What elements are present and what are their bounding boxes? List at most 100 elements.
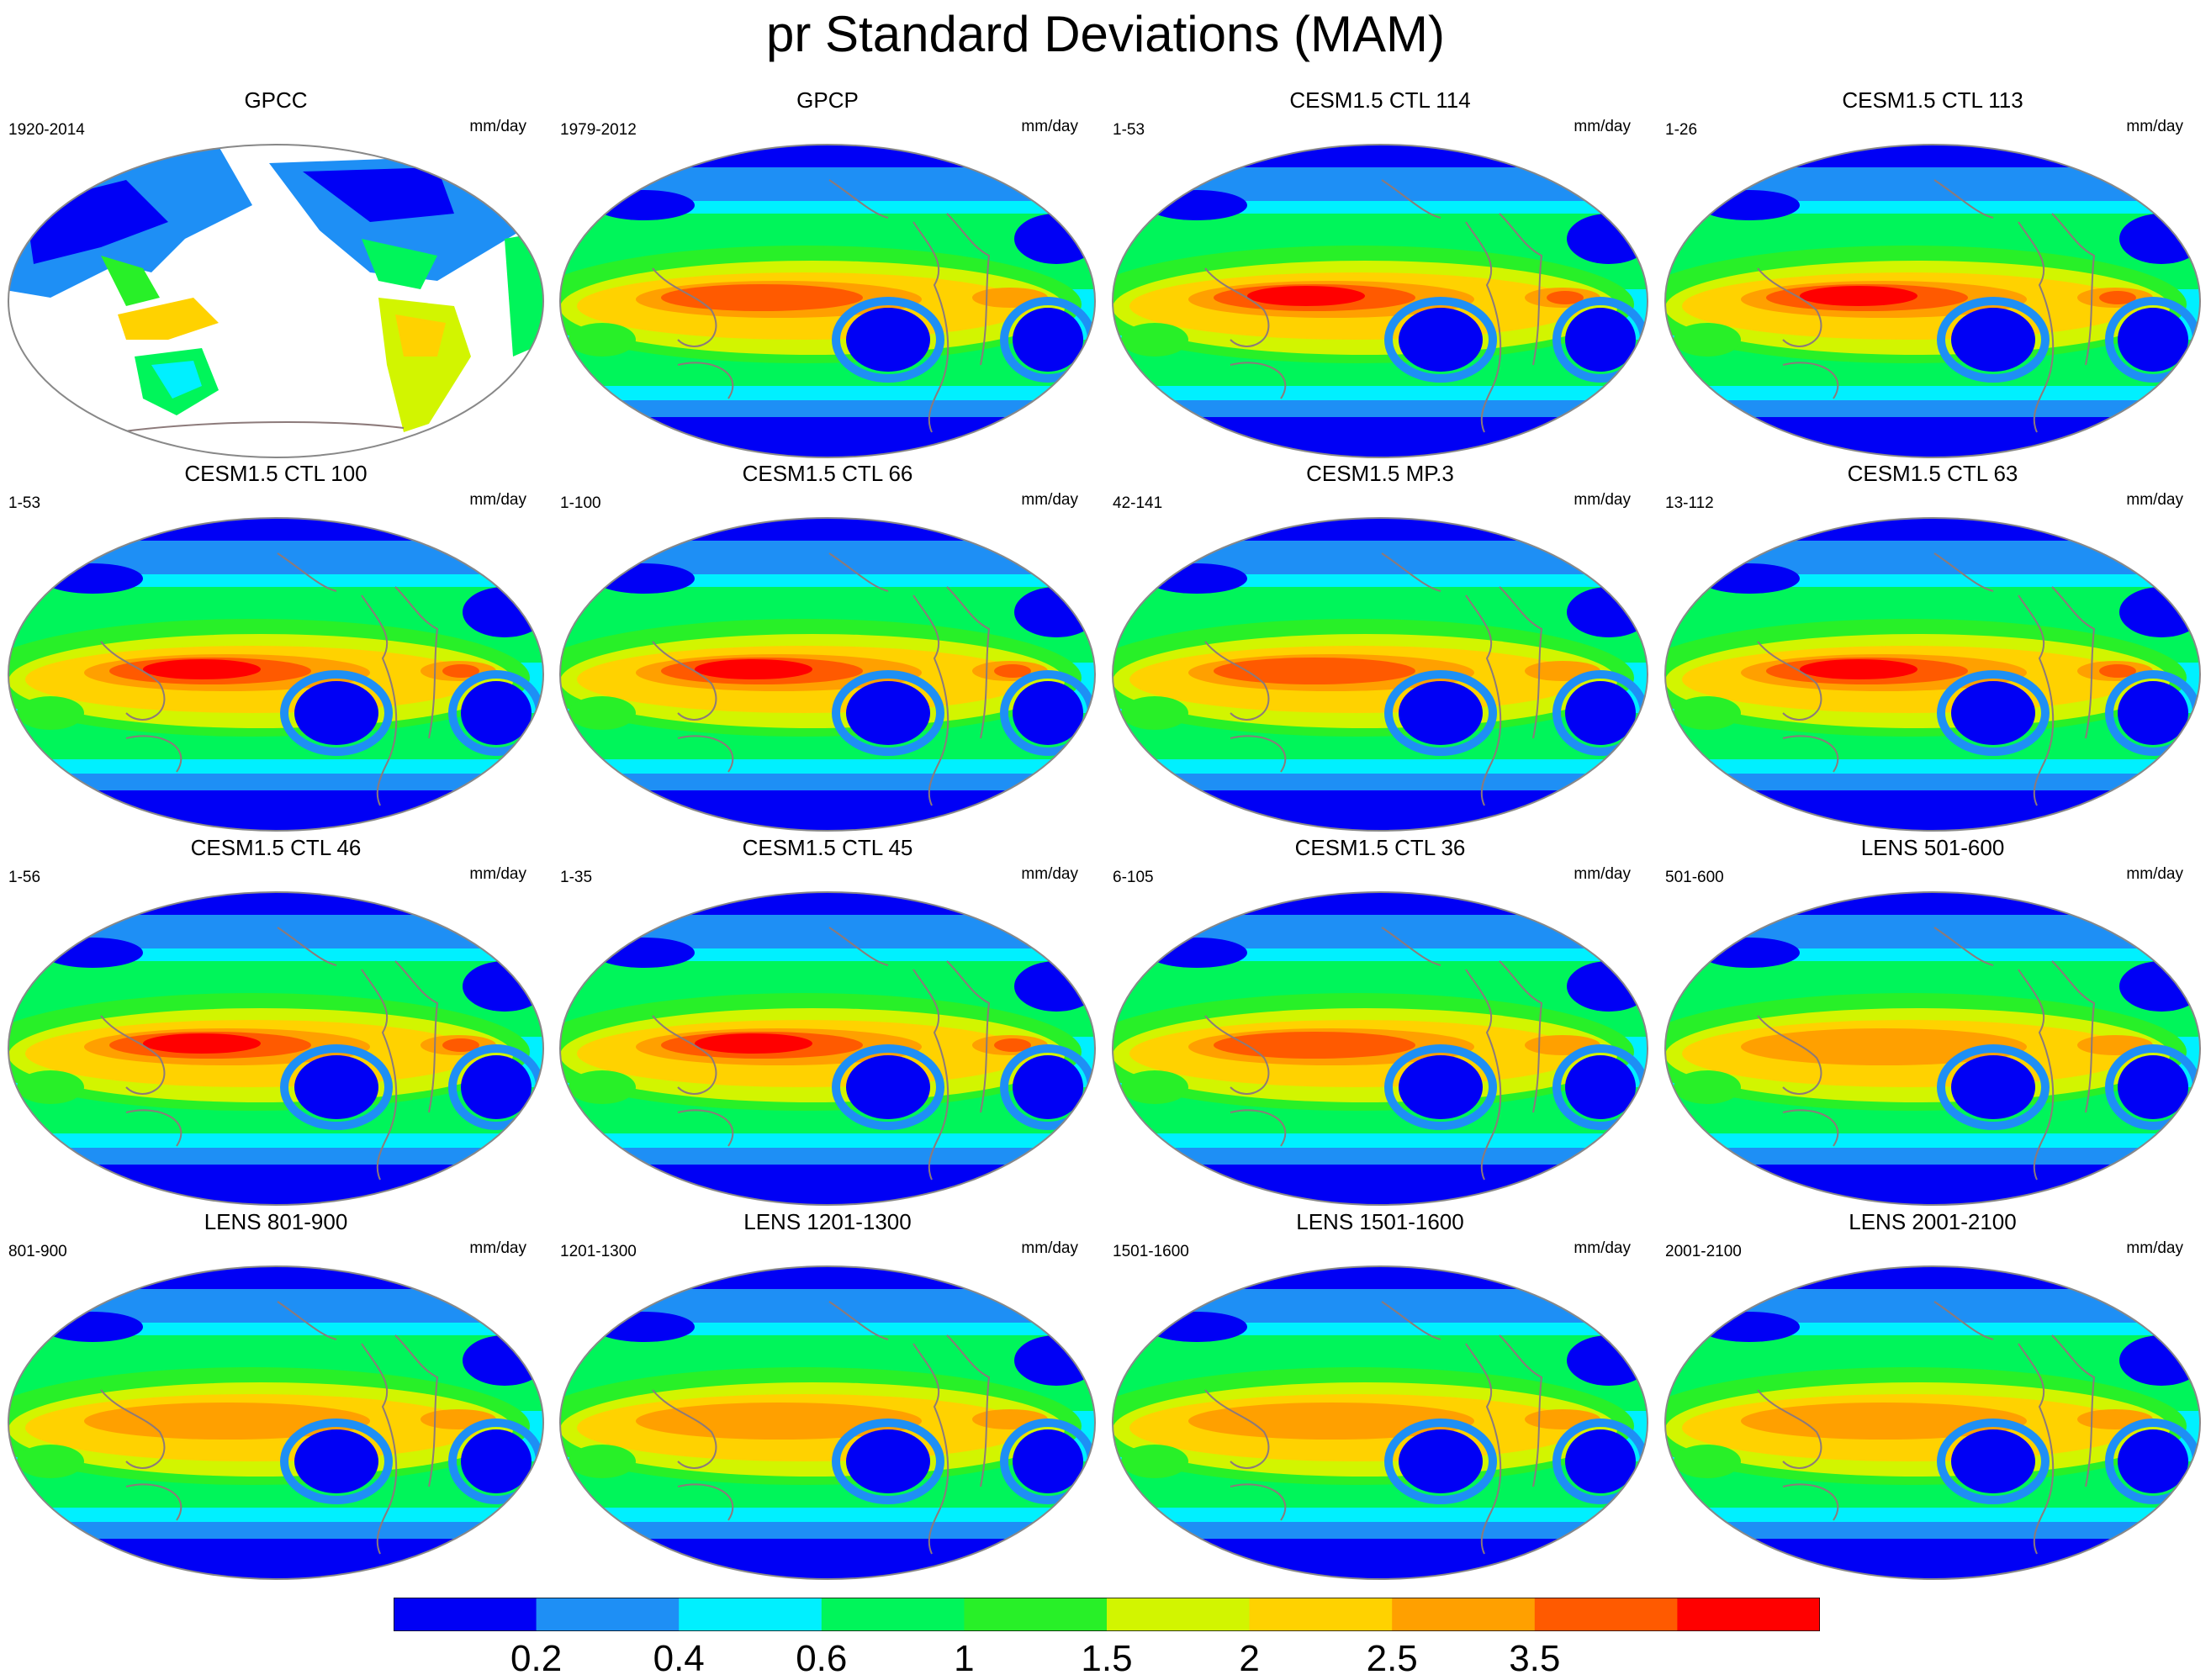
panel-period: 1-53 <box>1113 121 1145 139</box>
colorbar-swatch <box>679 1598 823 1631</box>
robinson-map <box>1664 891 2201 1206</box>
panel-period: 2001-2100 <box>1665 1243 1742 1260</box>
robinson-map <box>559 1265 1096 1580</box>
colorbar-swatch <box>1392 1598 1536 1631</box>
panel-period: 1920-2014 <box>8 121 85 139</box>
panel-units: mm/day <box>1021 491 1078 509</box>
map-panel: CESM1.5 CTL 66 1-100 mm/day <box>552 461 1103 832</box>
precip-field <box>8 1266 543 1579</box>
robinson-map <box>1112 891 1648 1206</box>
panel-units: mm/day <box>1574 865 1631 883</box>
precip-field <box>1113 1266 1648 1579</box>
panel-title: CESM1.5 CTL 46 <box>190 835 362 860</box>
panel-units: mm/day <box>469 118 526 135</box>
colorbar-swatch <box>1677 1598 1820 1631</box>
panel-period: 6-105 <box>1113 869 1154 886</box>
robinson-map <box>1112 517 1648 832</box>
map-panel: CESM1.5 CTL 63 13-112 mm/day <box>1657 461 2208 832</box>
panel-title: LENS 1501-1600 <box>1296 1209 1464 1234</box>
panel-title: CESM1.5 CTL 36 <box>1294 835 1466 860</box>
map-panel: CESM1.5 CTL 36 6-105 mm/day <box>1104 835 1656 1206</box>
colorbar-tick-label: 0.4 <box>653 1638 705 1679</box>
robinson-map <box>8 144 544 458</box>
panel-title: CESM1.5 MP.3 <box>1306 461 1454 486</box>
map-panel: CESM1.5 MP.3 42-141 mm/day <box>1104 461 1656 832</box>
map-border <box>1664 891 2201 1206</box>
panel-title: CESM1.5 CTL 100 <box>184 461 368 486</box>
map-border <box>8 517 544 832</box>
robinson-map <box>559 517 1096 832</box>
map-border <box>1664 517 2201 832</box>
map-panel: CESM1.5 CTL 45 1-35 mm/day <box>552 835 1103 1206</box>
panel-units: mm/day <box>1574 118 1631 135</box>
panel-title: LENS 801-900 <box>204 1209 348 1234</box>
robinson-map <box>1664 144 2201 458</box>
map-border <box>1112 891 1648 1206</box>
precip-field <box>8 145 543 457</box>
map-border <box>559 144 1096 458</box>
panel-units: mm/day <box>469 865 526 883</box>
precip-field <box>8 892 543 1205</box>
map-panel: GPCC 1920-2014 mm/day <box>0 87 552 458</box>
map-panel: LENS 1201-1300 1201-1300 mm/day <box>552 1209 1103 1580</box>
colorbar-tick-label: 1 <box>954 1638 975 1679</box>
colorbar-swatch <box>1107 1598 1251 1631</box>
colorbar-swatch <box>394 1598 537 1631</box>
map-border <box>559 891 1096 1206</box>
colorbar-tick-label: 3.5 <box>1509 1638 1561 1679</box>
panel-period: 801-900 <box>8 1243 67 1260</box>
colorbar-swatch <box>536 1598 680 1631</box>
panel-units: mm/day <box>1574 491 1631 509</box>
map-border <box>1112 144 1648 458</box>
panel-period: 42-141 <box>1113 494 1163 512</box>
panel-period: 1-26 <box>1665 121 1698 139</box>
panel-period: 13-112 <box>1665 494 1714 512</box>
robinson-map <box>1664 1265 2201 1580</box>
robinson-map <box>1112 1265 1648 1580</box>
robinson-map <box>559 144 1096 458</box>
colorbar-swatch <box>1249 1598 1393 1631</box>
map-border <box>559 1265 1096 1580</box>
map-border <box>559 517 1096 832</box>
map-border <box>1112 517 1648 832</box>
panel-title: CESM1.5 CTL 45 <box>742 835 913 860</box>
map-panel: CESM1.5 CTL 46 1-56 mm/day <box>0 835 552 1206</box>
map-border <box>1112 1265 1648 1580</box>
colorbar-tick-label: 2 <box>1239 1638 1260 1679</box>
map-panel: LENS 1501-1600 1501-1600 mm/day <box>1104 1209 1656 1580</box>
colorbar-tick-label: 0.6 <box>796 1638 848 1679</box>
panel-period: 1201-1300 <box>560 1243 637 1260</box>
colorbar <box>394 1598 1820 1631</box>
panel-title: CESM1.5 CTL 66 <box>742 461 913 486</box>
panel-units: mm/day <box>469 1239 526 1257</box>
panel-title: CESM1.5 CTL 113 <box>1842 87 2023 113</box>
colorbar-tick-label: 1.5 <box>1081 1638 1133 1679</box>
map-border <box>1664 144 2201 458</box>
panel-period: 1-35 <box>560 869 593 886</box>
robinson-map <box>8 891 544 1206</box>
panel-period: 501-600 <box>1665 869 1724 886</box>
panel-units: mm/day <box>1574 1239 1631 1257</box>
panel-title: LENS 2001-2100 <box>1849 1209 2017 1234</box>
panel-units: mm/day <box>469 491 526 509</box>
robinson-map <box>559 891 1096 1206</box>
precip-field <box>1665 892 2200 1205</box>
panel-units: mm/day <box>1021 118 1078 135</box>
colorbar-swatch <box>1534 1598 1678 1631</box>
precip-field <box>1113 518 1648 831</box>
panel-period: 1-56 <box>8 869 41 886</box>
precip-field <box>1113 892 1648 1205</box>
map-border <box>8 144 544 458</box>
map-panel: CESM1.5 CTL 100 1-53 mm/day <box>0 461 552 832</box>
panel-period: 1979-2012 <box>560 121 637 139</box>
map-panel: LENS 501-600 501-600 mm/day <box>1657 835 2208 1206</box>
panel-units: mm/day <box>1021 865 1078 883</box>
robinson-map <box>8 1265 544 1580</box>
robinson-map <box>1112 144 1648 458</box>
colorbar-tick-label: 2.5 <box>1366 1638 1418 1679</box>
map-border <box>8 891 544 1206</box>
map-border <box>8 1265 544 1580</box>
colorbar-swatch <box>821 1598 965 1631</box>
robinson-map <box>8 517 544 832</box>
panel-units: mm/day <box>2126 118 2183 135</box>
